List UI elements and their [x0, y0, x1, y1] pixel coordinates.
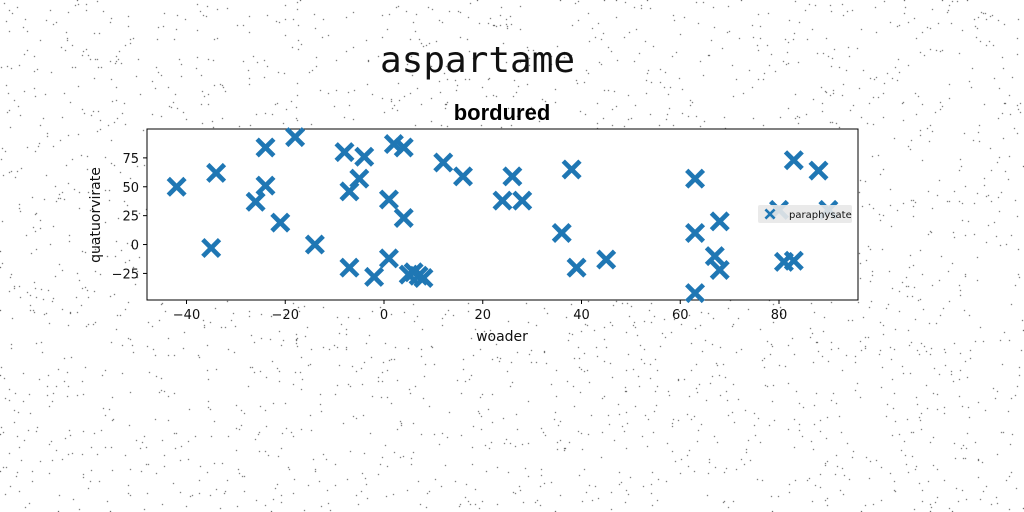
chart-title: bordured: [454, 100, 551, 125]
data-point: [783, 250, 804, 271]
y-tick-label: 25: [122, 210, 139, 225]
data-point: [596, 249, 617, 270]
plot-area: [146, 128, 859, 301]
data-point: [255, 137, 276, 158]
data-point: [685, 283, 706, 304]
x-tick-label: 80: [771, 308, 788, 323]
y-tick-label: −25: [112, 267, 139, 282]
data-point: [512, 190, 533, 211]
data-point: [378, 189, 399, 210]
data-point: [201, 238, 222, 259]
scatter-points: [166, 127, 839, 304]
y-axis-ticks: −25 0 25 50 75: [112, 152, 147, 282]
data-point: [492, 190, 513, 211]
x-tick-label: 60: [672, 308, 689, 323]
data-point: [685, 222, 706, 243]
legend-marker-symbol: [764, 208, 776, 220]
data-point: [285, 127, 306, 148]
data-point: [378, 248, 399, 269]
data-point: [304, 234, 325, 255]
data-point: [354, 146, 375, 167]
data-point: [453, 166, 473, 187]
data-point: [339, 257, 360, 278]
x-tick-label: 20: [474, 308, 491, 323]
figure-suptitle: aspartame: [380, 40, 576, 81]
data-point: [349, 168, 370, 189]
data-point: [783, 150, 804, 171]
x-axis-ticks: −40 −20 0 20 40 60 80: [173, 300, 787, 323]
y-tick-label: 50: [122, 181, 139, 196]
data-point: [255, 175, 276, 196]
x-tick-label: −20: [272, 308, 299, 323]
legend-marker: [764, 208, 776, 220]
y-axis-label: quatuorvirate: [88, 167, 104, 263]
x-tick-label: −40: [173, 308, 200, 323]
legend-label: paraphysate: [789, 210, 852, 221]
data-point: [709, 211, 730, 232]
x-tick-label: 0: [380, 308, 388, 323]
data-point: [245, 191, 266, 212]
x-axis-label: woader: [476, 329, 528, 345]
data-point: [383, 134, 404, 155]
y-tick-label: 0: [131, 239, 139, 254]
legend-box: [758, 205, 852, 223]
data-point: [270, 212, 291, 233]
legend: paraphysate: [758, 205, 852, 223]
data-point: [334, 142, 355, 163]
data-point: [685, 168, 706, 189]
data-point: [413, 268, 434, 289]
y-tick-label: 75: [122, 152, 139, 167]
data-point: [502, 166, 523, 187]
data-point: [393, 207, 414, 228]
data-point: [566, 257, 587, 278]
x-tick-label: 40: [573, 308, 590, 323]
data-point: [709, 259, 730, 280]
data-point: [808, 160, 829, 181]
data-point: [551, 222, 572, 243]
data-point: [433, 152, 454, 173]
data-point: [393, 137, 414, 158]
data-point: [704, 246, 725, 267]
data-point: [166, 176, 187, 197]
data-point: [561, 159, 582, 180]
data-point: [206, 162, 227, 183]
data-point: [364, 266, 385, 287]
